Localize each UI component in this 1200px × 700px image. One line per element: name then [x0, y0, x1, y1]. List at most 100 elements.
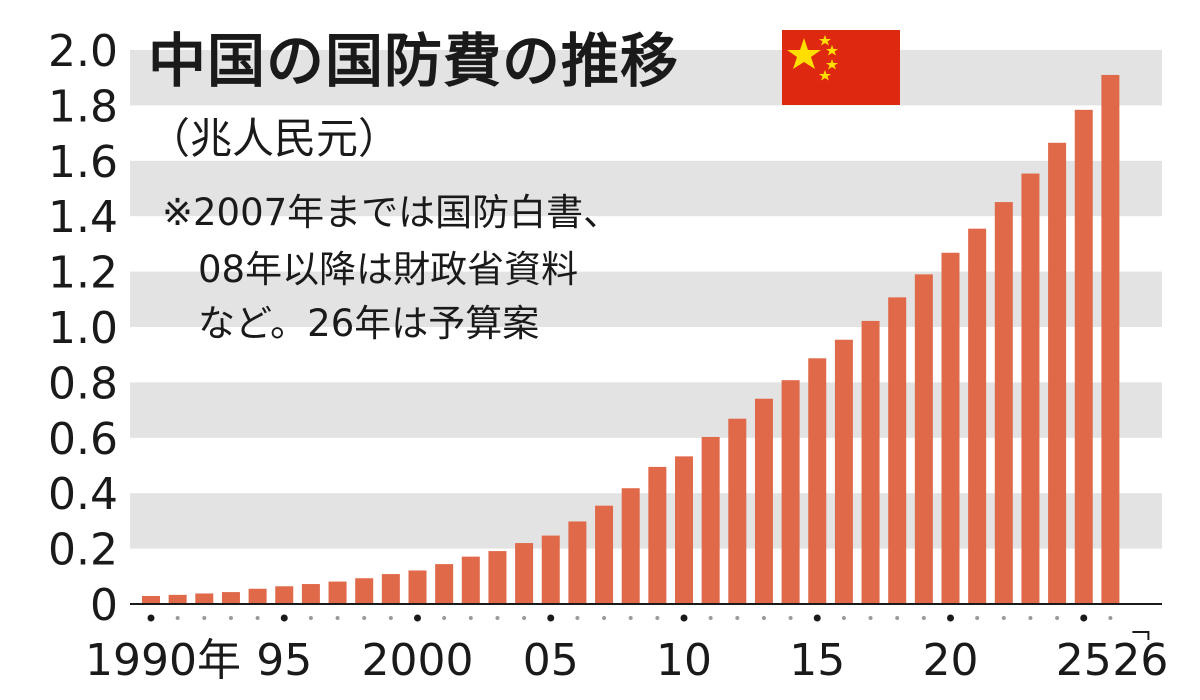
x-major-tick-dot	[1080, 614, 1088, 622]
bar-2011	[701, 436, 720, 604]
grid-band	[130, 50, 1162, 106]
grid-bands	[130, 50, 1162, 549]
china-flag-icon	[782, 30, 900, 105]
bar-2012	[728, 418, 747, 604]
bar-1994	[248, 588, 267, 604]
x-tick-labels: 1990年 95 2000 05 10 15 20 25 26	[85, 631, 1168, 686]
x-major-tick-dot	[947, 614, 954, 622]
bar-2004	[515, 543, 534, 604]
x-tick-dots	[147, 614, 1113, 622]
bar-1997	[328, 581, 347, 604]
bar-2026	[1101, 74, 1120, 605]
bar-2016	[834, 339, 853, 604]
y-tick-label: 1.6	[48, 137, 118, 188]
x-minor-tick-dot	[975, 616, 980, 620]
x-major-tick-dot	[414, 614, 421, 622]
y-tick-label: 1.4	[48, 192, 118, 243]
y-tick-label: 2.0	[48, 26, 118, 77]
x-minor-tick-dot	[468, 616, 473, 620]
bar-2013	[754, 398, 773, 604]
bar-2017	[861, 320, 880, 604]
bar-2014	[781, 380, 800, 604]
x-minor-tick-dot	[921, 616, 926, 620]
bar-1995	[275, 586, 294, 604]
x-minor-tick-dot	[655, 616, 660, 620]
x-minor-tick-dot	[708, 616, 713, 620]
y-tick-label: 1.0	[48, 303, 118, 354]
bar-2025	[1074, 109, 1093, 604]
bar-2002	[461, 556, 480, 604]
bar-2015	[808, 358, 827, 604]
bar-2000	[408, 570, 427, 604]
y-tick-label: 0.2	[48, 525, 118, 576]
bar-1991	[168, 594, 187, 604]
x-minor-tick-dot	[735, 616, 740, 620]
x-tick-label-2025: 25	[1056, 635, 1112, 686]
x-tick-label-2015: 15	[789, 635, 845, 686]
flag-small-star	[819, 70, 831, 81]
flag-large-star	[787, 38, 821, 69]
bar-1998	[355, 578, 374, 604]
x-major-tick-dot	[147, 614, 155, 622]
y-tick-label: 0.6	[48, 414, 118, 465]
bar-2006	[568, 521, 587, 604]
x-tick-label-1990: 1990年	[85, 635, 241, 686]
x-minor-tick-dot	[1055, 616, 1060, 620]
bar-2018	[888, 297, 907, 604]
grid-band	[130, 271, 1162, 327]
x-minor-tick-dot	[895, 616, 900, 620]
x-minor-tick-dot	[228, 616, 233, 620]
x-major-tick-dot	[813, 614, 821, 622]
source-note-line-2: 08年以降は財政省資料	[198, 248, 579, 291]
x-minor-tick-dot	[308, 616, 313, 620]
x-minor-tick-dot	[255, 616, 260, 620]
flag-small-star	[826, 45, 838, 56]
bar-1993	[221, 592, 240, 604]
x-minor-tick-dot	[1001, 616, 1006, 620]
bar-2022	[994, 202, 1013, 604]
x-tick-label-2020: 20	[923, 635, 979, 686]
bar-2010	[675, 456, 693, 604]
bar-2020	[941, 252, 960, 604]
bar-2007	[595, 505, 614, 604]
x-minor-tick-dot	[841, 616, 846, 620]
x-minor-tick-dot	[602, 616, 607, 620]
x-minor-tick-dot	[575, 616, 580, 620]
bar-1999	[381, 574, 400, 604]
bar-2008	[621, 488, 640, 604]
x-minor-tick-dot	[362, 616, 367, 620]
y-tick-labels: 00.20.40.60.81.01.21.41.61.82.0	[48, 26, 118, 631]
bar-2023	[1021, 173, 1040, 605]
bar-2024	[1048, 142, 1067, 605]
x-minor-tick-dot	[442, 616, 447, 620]
bar-2001	[435, 564, 454, 604]
bar-2019	[914, 274, 933, 604]
x-major-tick-dot	[547, 614, 555, 622]
x-tick-label-1995: 95	[256, 635, 312, 686]
bar-1990	[142, 595, 160, 604]
grid-band	[130, 382, 1162, 438]
x-tick-label-2005: 05	[523, 635, 579, 686]
x-minor-tick-dot	[1108, 616, 1113, 620]
bar-series	[142, 74, 1120, 605]
x-minor-tick-dot	[1028, 616, 1033, 620]
x-label-bracket	[1132, 631, 1150, 640]
x-minor-tick-dot	[628, 616, 633, 620]
bar-2003	[488, 551, 507, 604]
grid-band	[130, 160, 1162, 217]
unit-label: （兆人民元）	[148, 114, 401, 163]
bar-1992	[195, 593, 214, 604]
y-tick-label: 1.2	[48, 248, 118, 299]
grid-band	[130, 493, 1162, 549]
bar-1996	[301, 584, 320, 604]
x-minor-tick-dot	[495, 616, 500, 620]
x-major-tick-dot	[280, 614, 288, 622]
x-minor-tick-dot	[175, 616, 180, 620]
bar-2021	[968, 228, 987, 605]
bar-2005	[541, 535, 560, 604]
x-minor-tick-dot	[788, 616, 793, 620]
x-tick-label-2026: 26	[1112, 635, 1168, 686]
x-minor-tick-dot	[868, 616, 873, 620]
x-minor-tick-dot	[388, 616, 393, 620]
